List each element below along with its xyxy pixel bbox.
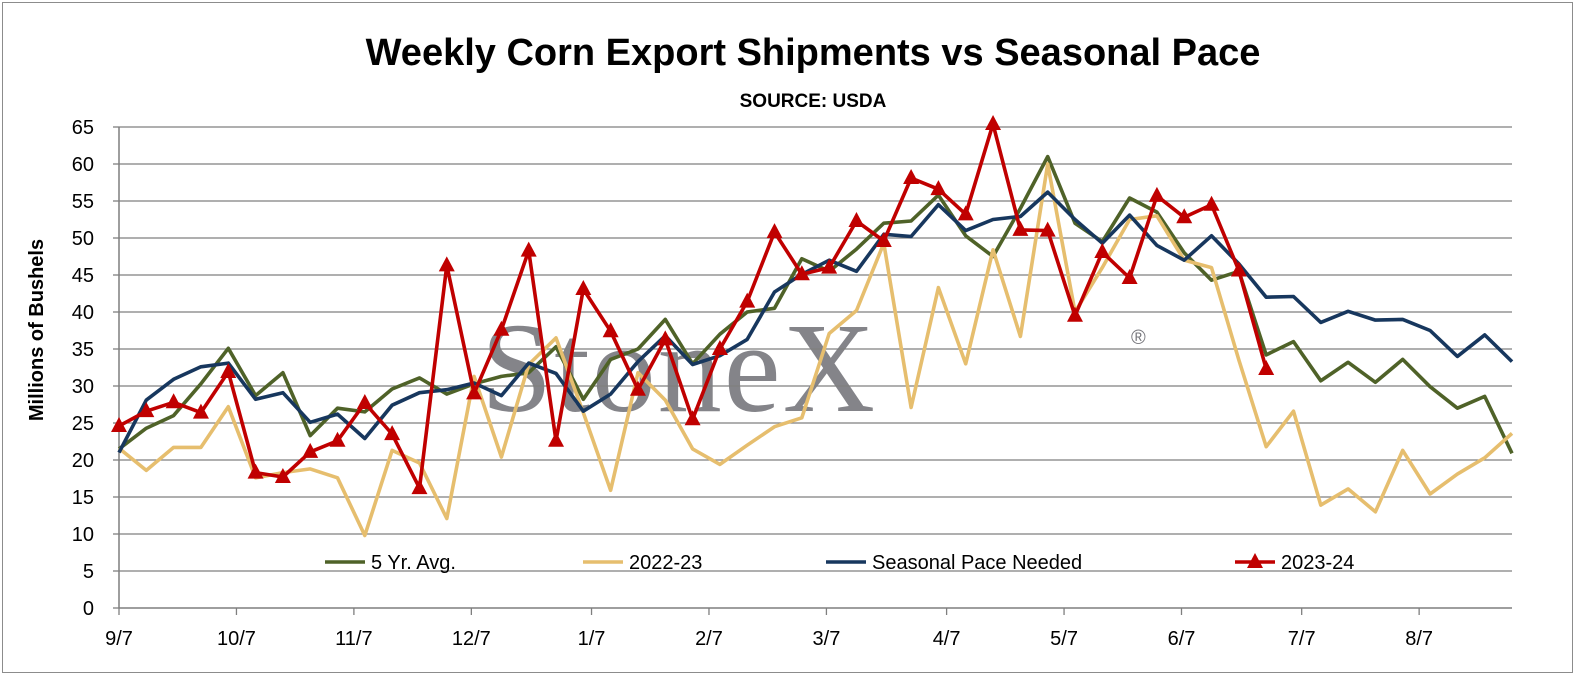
x-tick-label: 9/7 bbox=[105, 628, 133, 650]
series-line bbox=[117, 190, 1514, 454]
series-2 bbox=[117, 190, 1514, 454]
data-point-marker bbox=[1121, 268, 1138, 284]
data-point-marker bbox=[1094, 243, 1111, 259]
x-tick-label: 4/7 bbox=[933, 628, 961, 650]
data-point-marker bbox=[192, 403, 209, 419]
data-point-marker bbox=[793, 265, 810, 281]
legend-marker bbox=[1247, 553, 1263, 568]
x-tick-label: 6/7 bbox=[1168, 628, 1196, 650]
series-lines bbox=[111, 115, 1514, 538]
data-point-marker bbox=[684, 410, 701, 426]
data-point-marker bbox=[302, 442, 319, 458]
data-point-marker bbox=[848, 211, 865, 227]
data-point-marker bbox=[247, 463, 264, 479]
data-point-marker bbox=[1203, 195, 1220, 211]
x-tick-label: 12/7 bbox=[452, 628, 491, 650]
y-tick-label: 5 bbox=[83, 561, 94, 583]
data-point-marker bbox=[1039, 221, 1056, 237]
data-point-marker bbox=[821, 258, 838, 274]
data-point-marker bbox=[329, 431, 346, 447]
data-point-marker bbox=[138, 402, 155, 418]
y-tick-label: 55 bbox=[72, 191, 94, 213]
y-tick-label: 15 bbox=[72, 487, 94, 509]
data-point-marker bbox=[1012, 220, 1029, 236]
watermark-registered-mark: ® bbox=[1131, 327, 1146, 349]
data-point-marker bbox=[111, 416, 127, 432]
data-point-marker bbox=[629, 380, 646, 396]
data-point-marker bbox=[520, 241, 537, 257]
data-point-marker bbox=[903, 169, 920, 185]
data-point-marker bbox=[493, 320, 510, 336]
y-tick-label: 25 bbox=[72, 413, 94, 435]
legend-label: 2022-23 bbox=[629, 552, 702, 574]
stonex-watermark: StoneX ® bbox=[481, 297, 1146, 439]
y-tick-label: 35 bbox=[72, 339, 94, 361]
series-line bbox=[117, 154, 1514, 455]
data-point-marker bbox=[466, 384, 483, 400]
y-tick-label: 65 bbox=[72, 117, 94, 139]
data-point-marker bbox=[438, 256, 455, 272]
data-point-marker bbox=[1148, 186, 1165, 202]
data-point-marker bbox=[165, 393, 182, 409]
data-point-marker bbox=[384, 425, 401, 441]
data-point-marker bbox=[602, 322, 619, 338]
series-3 bbox=[111, 115, 1275, 495]
data-point-marker bbox=[548, 431, 565, 447]
chart-svg: Weekly Corn Export Shipments vs Seasonal… bbox=[26, 32, 1514, 650]
series-1 bbox=[117, 162, 1514, 538]
chart-subtitle: SOURCE: USDA bbox=[740, 91, 887, 112]
legend-label: Seasonal Pace Needed bbox=[872, 552, 1082, 574]
x-tick-label: 11/7 bbox=[335, 628, 372, 650]
y-tick-label: 60 bbox=[72, 154, 94, 176]
data-point-marker bbox=[575, 280, 592, 296]
legend: 5 Yr. Avg. 2022-23 Seasonal Pace Needed 202… bbox=[325, 552, 1354, 574]
data-point-marker bbox=[739, 292, 756, 308]
x-tick-label: 5/7 bbox=[1050, 628, 1078, 650]
data-point-marker bbox=[711, 340, 728, 355]
data-point-marker bbox=[220, 362, 237, 378]
data-point-marker bbox=[985, 115, 1002, 131]
y-tick-label: 45 bbox=[72, 265, 94, 287]
data-point-marker bbox=[766, 223, 783, 239]
legend-label: 2023-24 bbox=[1281, 552, 1354, 574]
data-point-marker bbox=[356, 394, 373, 410]
data-point-marker bbox=[875, 231, 892, 247]
data-point-marker bbox=[657, 330, 674, 346]
data-point-marker bbox=[957, 205, 974, 221]
data-point-marker bbox=[1066, 306, 1083, 322]
x-axis-ticks: 9/7 10/7 11/7 12/7 1/7 2/7 3/7 4/7 5/7 6/7 7/7 8/7 bbox=[105, 608, 1433, 650]
gridlines bbox=[119, 126, 1512, 572]
series-0 bbox=[117, 154, 1514, 455]
y-tick-label: 50 bbox=[72, 228, 94, 250]
y-tick-label: 0 bbox=[83, 598, 94, 620]
data-point-marker bbox=[1230, 261, 1247, 277]
data-point-marker bbox=[1176, 208, 1193, 224]
axes bbox=[118, 127, 1512, 609]
y-tick-label: 20 bbox=[72, 450, 94, 472]
y-axis-label: Millions of Bushels bbox=[26, 239, 48, 421]
y-tick-label: 40 bbox=[72, 302, 94, 324]
data-point-marker bbox=[411, 479, 428, 495]
x-tick-label: 8/7 bbox=[1405, 628, 1433, 650]
x-tick-label: 3/7 bbox=[813, 628, 841, 650]
x-tick-label: 2/7 bbox=[695, 628, 723, 650]
legend-label: 5 Yr. Avg. bbox=[371, 552, 456, 574]
series-line bbox=[117, 162, 1514, 538]
data-point-marker bbox=[1258, 359, 1275, 375]
data-point-marker bbox=[930, 180, 947, 196]
chart-title: Weekly Corn Export Shipments vs Seasonal… bbox=[366, 32, 1261, 74]
y-tick-label: 10 bbox=[72, 524, 94, 546]
x-tick-label: 7/7 bbox=[1288, 628, 1316, 650]
x-tick-label: 1/7 bbox=[578, 628, 606, 650]
data-point-marker bbox=[274, 468, 291, 484]
y-axis-ticks: 0 5 10 15 20 25 30 35 40 45 50 55 60 65 bbox=[72, 117, 119, 620]
y-tick-label: 30 bbox=[72, 376, 94, 398]
x-tick-label: 10/7 bbox=[217, 628, 256, 650]
